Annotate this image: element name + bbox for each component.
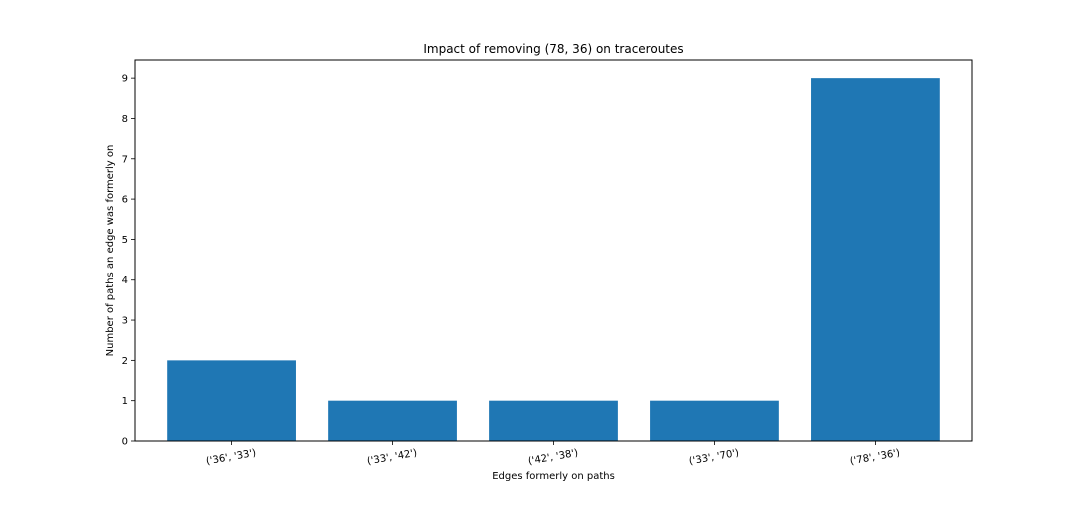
y-tick-label: 9 <box>122 74 128 85</box>
x-tick-label: ('78', '36') <box>849 448 901 468</box>
bars-layer <box>167 78 940 442</box>
bar <box>328 400 457 441</box>
y-axis-ticks: 0 1 2 3 4 5 6 7 8 9 <box>122 74 135 448</box>
x-axis-ticks: ('36', '33') ('33', '42') ('42', '38') ('33… <box>205 441 901 467</box>
y-axis-label: Number of paths an edge was formerly on <box>105 145 116 357</box>
y-tick-label: 6 <box>122 195 128 206</box>
y-tick-label: 0 <box>122 437 128 448</box>
y-tick-label: 5 <box>122 235 128 246</box>
bar <box>489 400 618 441</box>
y-tick-label: 1 <box>122 396 128 407</box>
x-tick-label: ('36', '33') <box>205 448 257 468</box>
y-tick-label: 4 <box>122 275 128 286</box>
bar <box>167 360 296 441</box>
y-tick-label: 8 <box>122 114 128 125</box>
y-tick-label: 7 <box>122 154 128 165</box>
x-tick-label: ('42', '38') <box>527 448 579 468</box>
plot-frame <box>134 59 973 442</box>
x-tick-label: ('33', '70') <box>688 448 740 468</box>
y-tick-label: 3 <box>122 316 128 327</box>
x-axis-label: Edges formerly on paths <box>492 471 615 482</box>
bar <box>650 400 779 441</box>
chart-title: Impact of removing (78, 36) on tracerout… <box>423 42 683 56</box>
y-tick-label: 2 <box>122 356 128 367</box>
x-tick-label: ('33', '42') <box>366 448 418 468</box>
bar <box>811 78 940 442</box>
